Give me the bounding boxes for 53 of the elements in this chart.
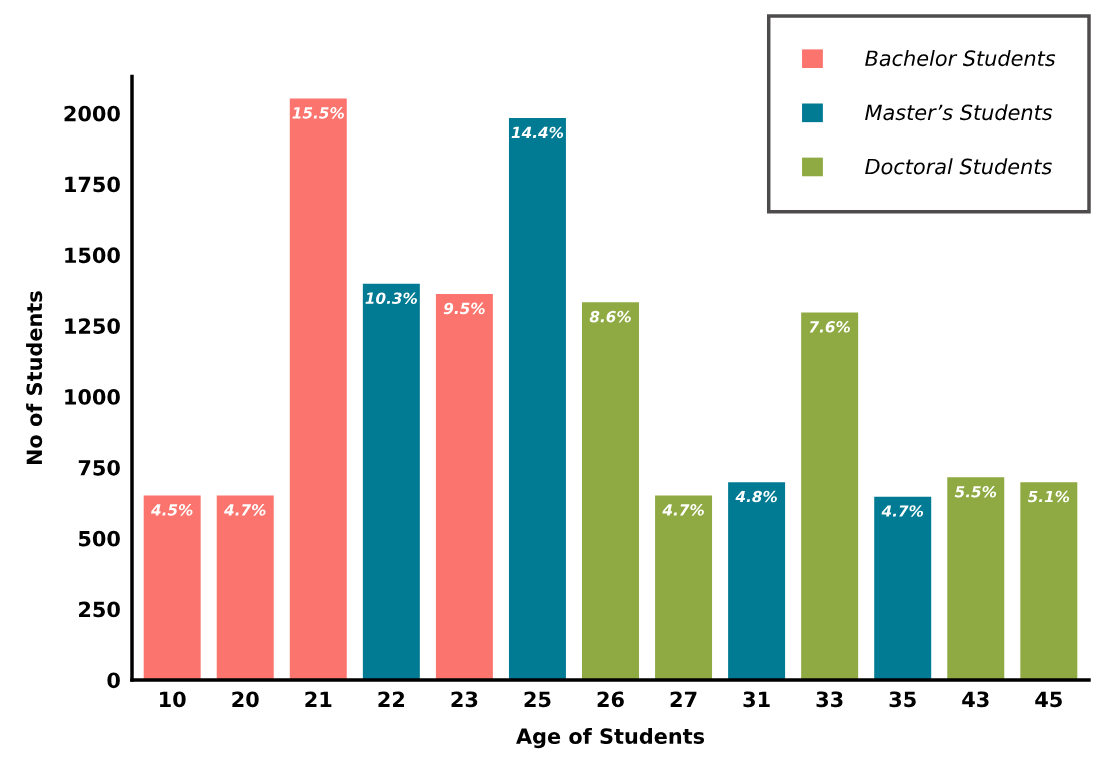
x-tick-label: 20: [232, 691, 259, 708]
y-tick-label: 0: [107, 672, 120, 689]
annotation: 4.7%: [881, 505, 924, 517]
x-tick-label: 26: [597, 691, 624, 708]
bar: [874, 496, 932, 680]
bar: [216, 495, 274, 680]
bar: [1020, 482, 1078, 680]
annotation: 15.5%: [292, 107, 344, 119]
legend-label: Master’s Students: [865, 104, 1053, 121]
legend-label: Bachelor Students: [865, 50, 1056, 67]
y-tick-label: 250: [79, 601, 120, 618]
annotation: 14.4%: [511, 126, 564, 139]
bar: [947, 477, 1005, 680]
bar: [143, 495, 201, 680]
x-tick-label: 27: [670, 691, 697, 707]
x-tick-label: 23: [451, 691, 478, 708]
annotation: 4.7%: [224, 504, 266, 516]
bar: [655, 495, 713, 680]
bar: [801, 312, 859, 680]
annotation: 5.5%: [954, 485, 997, 498]
annotation: 4.5%: [150, 504, 193, 516]
annotation: 8.6%: [589, 310, 631, 323]
y-tick-label: 1000: [65, 389, 120, 405]
x-tick-label: 22: [378, 691, 405, 707]
y-tick-label: 750: [78, 459, 120, 476]
y-tick-label: 2000: [64, 105, 120, 122]
bar: [289, 98, 347, 680]
y-tick-label: 500: [79, 530, 120, 547]
y-tick-label: 1500: [65, 247, 120, 264]
y-axis-title: No of Students: [26, 291, 43, 465]
legend-label: Doctoral Students: [865, 158, 1052, 175]
x-tick-label: 25: [524, 691, 551, 708]
x-axis-title: Age of Students: [516, 727, 705, 749]
x-tick-label: 31: [743, 691, 770, 708]
annotation: 9.5%: [443, 302, 485, 315]
y-tick-label: 1250: [65, 318, 120, 334]
bar: [508, 118, 566, 680]
annotation: 4.7%: [662, 504, 704, 516]
x-tick-label: 10: [160, 691, 186, 708]
bar: [435, 294, 493, 680]
y-tick-label: 1750: [65, 176, 120, 193]
x-tick-label: 43: [962, 691, 989, 708]
bar: [362, 283, 420, 680]
annotation: 7.6%: [809, 321, 850, 333]
annotation: 5.1%: [1027, 490, 1070, 503]
bar: [728, 482, 786, 680]
annotation: 10.3%: [365, 292, 417, 304]
bar: [582, 302, 639, 680]
annotation: 4.8%: [735, 490, 777, 503]
x-tick-label: 35: [889, 691, 916, 708]
x-tick-label: 21: [305, 691, 332, 707]
x-tick-label: 45: [1035, 691, 1062, 708]
x-tick-label: 33: [816, 691, 843, 708]
